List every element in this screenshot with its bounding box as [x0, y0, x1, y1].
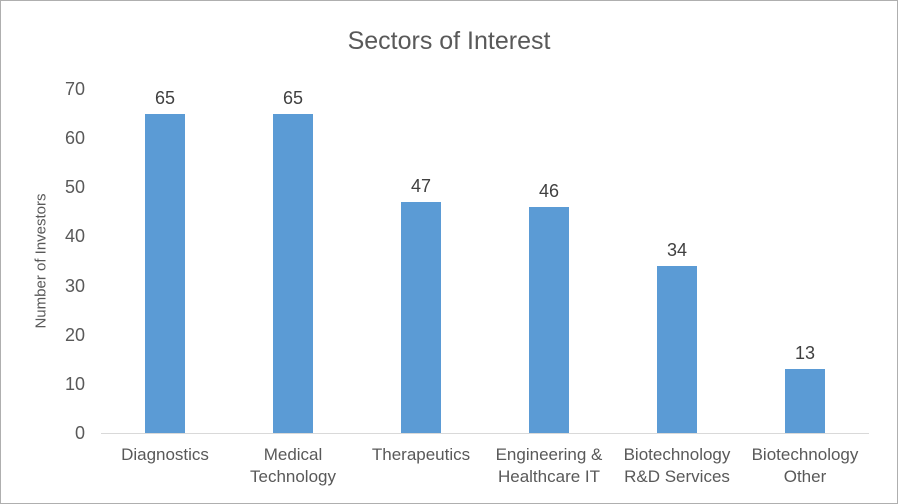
- y-tick-label: 50: [64, 177, 85, 198]
- bar: [273, 113, 313, 433]
- x-axis-category-labels: Diagnostics Medical Technology Therapeutic…: [101, 444, 869, 488]
- bar-column: 34: [613, 89, 741, 433]
- bar-value-label: 46: [538, 180, 560, 201]
- bar-column: 47: [357, 89, 485, 433]
- category-label: Biotechnology R&D Services: [623, 445, 731, 486]
- y-tick-label: 60: [64, 128, 85, 149]
- y-tick-label: 10: [64, 373, 85, 394]
- bar: [529, 206, 569, 433]
- y-tick-label: 40: [64, 226, 85, 247]
- category-label: Therapeutics: [371, 445, 471, 464]
- category-label: Medical Technology: [249, 445, 336, 486]
- bar-column: 65: [101, 87, 229, 433]
- bar-value-label: 13: [794, 343, 816, 364]
- category-label: Biotechnology Other: [751, 445, 859, 486]
- bar-value-label: 65: [154, 87, 176, 108]
- y-axis-tick-labels: 0 10 20 30 40 50 60 70: [1, 79, 89, 443]
- y-tick-label: 20: [64, 324, 85, 345]
- bar-value-label: 34: [666, 239, 688, 260]
- bar: [145, 113, 185, 433]
- y-tick-label: 70: [64, 79, 85, 99]
- y-tick-label: 30: [64, 275, 85, 296]
- bar-value-label: 65: [282, 87, 304, 108]
- bar-value-label: 47: [410, 176, 432, 197]
- y-tick-label: 0: [74, 423, 85, 443]
- category-label: Engineering & Healthcare IT: [495, 445, 603, 486]
- bar: [401, 202, 441, 433]
- bar-column: 65: [229, 87, 357, 433]
- chart-title: Sectors of Interest: [347, 27, 551, 55]
- bar: [657, 265, 697, 433]
- bar: [785, 369, 825, 433]
- category-label: Diagnostics: [121, 445, 209, 464]
- bar-column: 13: [741, 89, 869, 433]
- plot-area: 65 65 47 46 34 13: [101, 87, 869, 434]
- bar-column: 46: [485, 89, 613, 433]
